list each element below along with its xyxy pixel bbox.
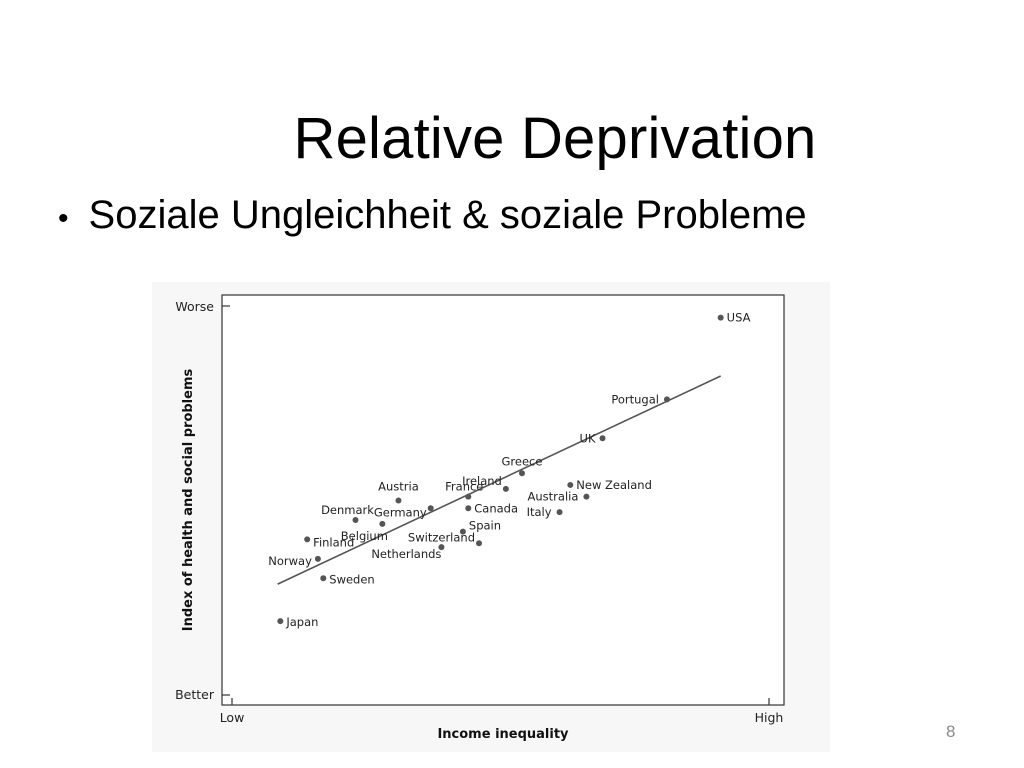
point-greece xyxy=(518,470,525,477)
bullet-text: Soziale Ungleichheit & soziale Probleme xyxy=(88,193,807,237)
scatter-chart: Worse Better Low High Income inequality … xyxy=(152,282,830,752)
plot-frame xyxy=(221,294,785,706)
x-tick-label-low: Low xyxy=(220,710,245,725)
point-ireland xyxy=(502,485,509,492)
point-switzerland xyxy=(476,540,483,547)
point-label-norway: Norway xyxy=(268,554,312,568)
point-label-italy: Italy xyxy=(527,505,552,519)
point-label-greece: Greece xyxy=(502,454,543,468)
point-france xyxy=(465,493,472,500)
point-label-france: France xyxy=(445,480,483,494)
point-label-australia: Australia xyxy=(528,490,579,504)
x-axis-title: Income inequality xyxy=(437,727,569,742)
trend-line xyxy=(277,375,722,585)
point-label-japan: Japan xyxy=(285,615,318,629)
point-label-germany: Germany xyxy=(374,505,427,519)
point-uk xyxy=(599,435,606,442)
point-label-portugal: Portugal xyxy=(611,392,659,406)
point-spain xyxy=(459,528,466,535)
point-austria xyxy=(395,497,402,504)
point-label-uk: UK xyxy=(580,431,596,445)
point-finland xyxy=(304,536,311,543)
point-label-canada: Canada xyxy=(474,501,518,515)
point-usa xyxy=(717,314,724,321)
point-japan xyxy=(277,618,284,625)
point-portugal xyxy=(663,396,670,403)
point-norway xyxy=(314,555,321,562)
y-axis-title: Index of health and social problems xyxy=(181,368,196,631)
point-label-belgium: Belgium xyxy=(341,529,388,543)
point-denmark xyxy=(352,516,359,523)
point-label-spain: Spain xyxy=(469,519,501,533)
point-label-austria: Austria xyxy=(378,480,419,494)
point-label-denmark: Denmark xyxy=(321,503,374,517)
bullet-item: • Soziale Ungleichheit & soziale Problem… xyxy=(58,190,807,244)
point-label-ireland: Ireland xyxy=(462,474,502,488)
y-tick-label-better: Better xyxy=(175,687,215,702)
scatter-chart-svg: Worse Better Low High Income inequality … xyxy=(175,294,785,742)
point-label-netherlands: Netherlands xyxy=(371,547,441,561)
point-label-sweden: Sweden xyxy=(329,572,374,586)
point-label-usa: USA xyxy=(727,311,751,325)
point-label-new-zealand: New Zealand xyxy=(576,478,652,492)
point-label-switzerland: Switzerland xyxy=(408,530,475,544)
bullet-dot-icon: • xyxy=(58,202,69,235)
point-australia xyxy=(583,493,590,500)
point-new-zealand xyxy=(567,481,574,488)
point-sweden xyxy=(320,575,327,582)
point-italy xyxy=(556,509,563,516)
x-tick-label-high: High xyxy=(755,710,784,725)
slide-title: Relative Deprivation xyxy=(293,106,817,171)
point-germany xyxy=(427,505,434,512)
page-number: 8 xyxy=(946,722,956,741)
point-netherlands xyxy=(438,544,445,551)
point-label-finland: Finland xyxy=(313,535,354,549)
y-tick-label-worse: Worse xyxy=(175,299,214,314)
point-belgium xyxy=(379,520,386,527)
point-canada xyxy=(465,505,472,512)
